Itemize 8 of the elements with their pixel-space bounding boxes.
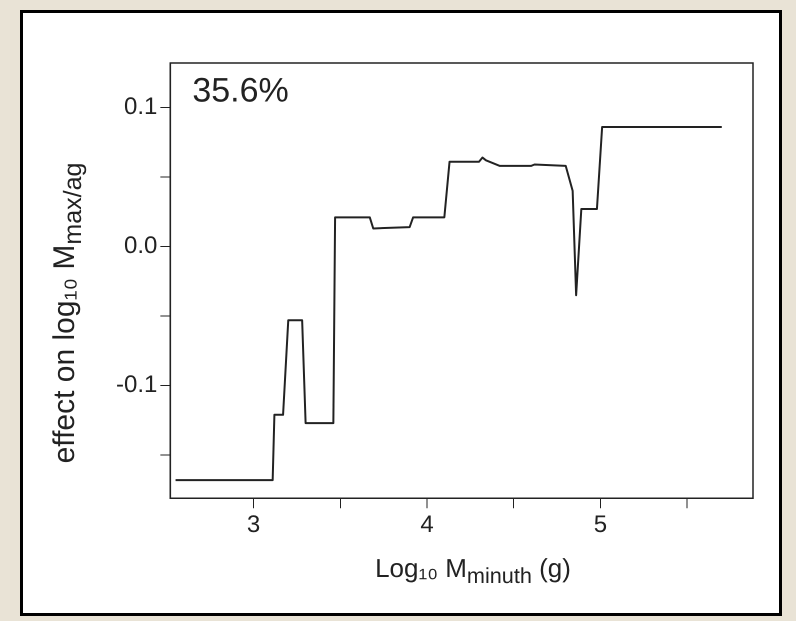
x-tick-label: 3: [246, 511, 260, 538]
y-tick-label: 0.1: [124, 93, 158, 120]
x-tick-label: 4: [420, 511, 434, 538]
x-tick-label: 5: [594, 511, 608, 538]
y-tick-label: 0.0: [124, 232, 158, 260]
x-axis-title: Log₁₀ M$_{minuth}$ (g): [374, 553, 572, 590]
annotation: 35.6%: [192, 71, 289, 110]
y-tick-label: -0.1: [116, 371, 158, 398]
